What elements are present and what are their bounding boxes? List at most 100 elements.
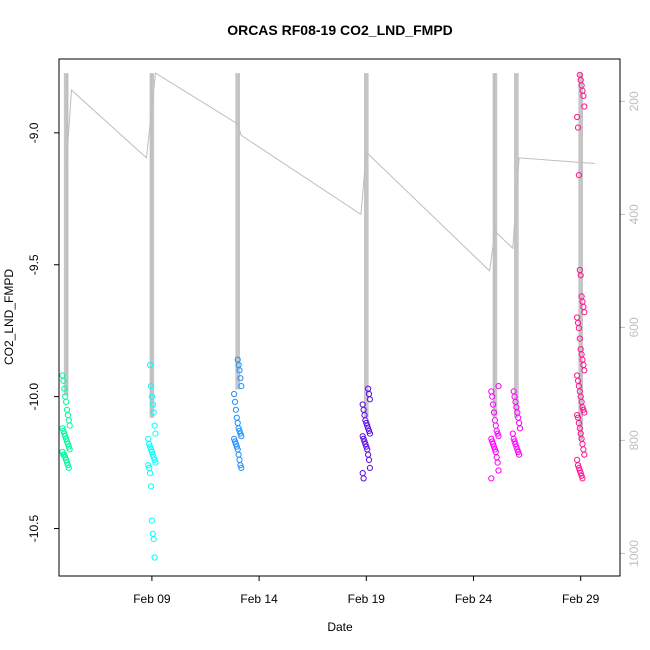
data-point [490, 443, 498, 450]
data-point [360, 435, 367, 442]
data-point [365, 451, 372, 458]
axes-layer: Feb 09 Feb 14 Feb 19 Feb 24 Feb 29 -9.0 -9.5 -1… [27, 91, 641, 606]
data-point [361, 438, 368, 445]
data-point [152, 430, 159, 437]
data-point [238, 464, 245, 471]
data-point [495, 433, 502, 440]
data-point [494, 459, 501, 466]
altitude-track-line [65, 72, 596, 272]
data-point [488, 435, 495, 442]
data-point [148, 448, 155, 456]
data-point [63, 406, 71, 413]
data-point [579, 404, 586, 411]
y-tick-label: -10.0 [27, 383, 41, 411]
y-tick-label: -9.5 [27, 254, 41, 275]
data-point [575, 325, 583, 332]
data-point [149, 401, 156, 408]
data-point [491, 417, 498, 424]
data-point [578, 472, 585, 479]
x-tick-label: Feb 19 [348, 592, 386, 606]
plot-frame [58, 58, 621, 577]
altitude-track-layer [63, 72, 596, 441]
data-point [580, 406, 587, 413]
data-point [581, 451, 588, 458]
data-points-layer [59, 71, 588, 561]
data-point [580, 92, 587, 100]
data-point [363, 443, 370, 450]
data-point [152, 459, 159, 466]
y2-tick-label: 200 [627, 91, 641, 111]
data-point [234, 419, 241, 427]
data-point [149, 530, 156, 537]
data-point [64, 462, 72, 469]
data-point [149, 451, 156, 458]
y2-tick-label: 1000 [627, 540, 641, 567]
data-point [579, 475, 586, 482]
data-point [148, 393, 155, 400]
data-point [512, 441, 519, 448]
data-point [232, 406, 239, 413]
data-point [509, 430, 516, 437]
y-axis-label: CO2_LND_FMPD [2, 269, 16, 365]
data-point [581, 309, 588, 316]
data-point [63, 459, 71, 466]
data-point [237, 430, 244, 437]
data-point [238, 433, 245, 440]
data-point [362, 441, 369, 448]
data-point [59, 425, 66, 432]
data-point [510, 435, 517, 442]
data-point [65, 417, 72, 424]
data-point [362, 417, 369, 424]
data-point [60, 377, 67, 384]
data-point [146, 441, 153, 448]
data-point [574, 124, 582, 131]
y2-tick-label: 400 [627, 204, 641, 224]
data-point [365, 425, 372, 432]
data-point [575, 172, 583, 179]
x-tick-label: Feb 09 [133, 592, 171, 606]
data-point [147, 361, 154, 369]
data-point [495, 383, 502, 390]
data-point [366, 464, 373, 471]
data-point [516, 419, 523, 427]
data-point [494, 430, 501, 437]
data-point [63, 398, 70, 405]
data-point [65, 443, 72, 450]
data-point [574, 412, 581, 419]
data-point [63, 435, 70, 442]
y2-tick-label: 600 [627, 317, 641, 337]
data-point [493, 427, 500, 434]
data-point [490, 441, 497, 448]
data-point [235, 425, 242, 432]
data-point [579, 441, 586, 448]
data-point [366, 396, 373, 403]
data-point [491, 446, 498, 453]
data-point [359, 470, 366, 477]
x-tick-label: Feb 14 [240, 592, 278, 606]
data-point [147, 470, 154, 477]
data-point [359, 433, 366, 440]
data-point [236, 456, 243, 463]
data-point [581, 409, 588, 416]
data-point [492, 422, 499, 429]
data-point [489, 393, 496, 400]
data-point [495, 467, 502, 474]
data-point [63, 438, 71, 445]
data-point [62, 454, 69, 461]
data-point [576, 467, 583, 474]
data-point [66, 446, 73, 453]
y-tick-label: -10.5 [27, 515, 41, 543]
data-point [61, 385, 68, 392]
data-point [65, 464, 72, 471]
data-point [61, 451, 68, 458]
data-point [235, 451, 242, 458]
data-point [516, 425, 524, 432]
data-point [513, 443, 520, 450]
data-point [581, 103, 588, 110]
data-point [490, 401, 497, 408]
data-point [364, 422, 371, 429]
data-point [575, 464, 583, 471]
data-point [237, 462, 244, 469]
data-point [150, 409, 157, 416]
data-point [577, 470, 584, 477]
